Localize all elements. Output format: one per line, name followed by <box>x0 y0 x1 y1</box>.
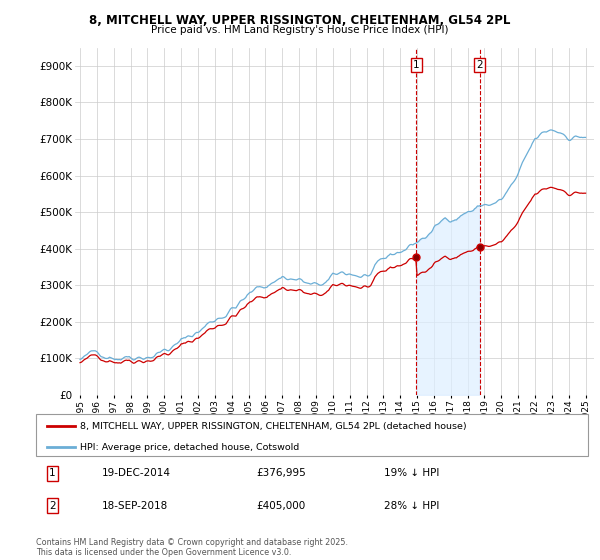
Text: £405,000: £405,000 <box>257 501 306 511</box>
Text: 2: 2 <box>49 501 56 511</box>
Text: 19% ↓ HPI: 19% ↓ HPI <box>384 468 439 478</box>
Text: HPI: Average price, detached house, Cotswold: HPI: Average price, detached house, Cots… <box>80 442 299 452</box>
Text: £376,995: £376,995 <box>257 468 307 478</box>
Text: 1: 1 <box>49 468 56 478</box>
Text: 19-DEC-2014: 19-DEC-2014 <box>102 468 171 478</box>
Text: 18-SEP-2018: 18-SEP-2018 <box>102 501 169 511</box>
Text: 28% ↓ HPI: 28% ↓ HPI <box>384 501 439 511</box>
Text: 2: 2 <box>476 60 483 70</box>
Text: 8, MITCHELL WAY, UPPER RISSINGTON, CHELTENHAM, GL54 2PL (detached house): 8, MITCHELL WAY, UPPER RISSINGTON, CHELT… <box>80 422 467 431</box>
Text: 8, MITCHELL WAY, UPPER RISSINGTON, CHELTENHAM, GL54 2PL: 8, MITCHELL WAY, UPPER RISSINGTON, CHELT… <box>89 14 511 27</box>
Text: Price paid vs. HM Land Registry's House Price Index (HPI): Price paid vs. HM Land Registry's House … <box>151 25 449 35</box>
Text: Contains HM Land Registry data © Crown copyright and database right 2025.
This d: Contains HM Land Registry data © Crown c… <box>36 538 348 557</box>
Text: 1: 1 <box>413 60 420 70</box>
